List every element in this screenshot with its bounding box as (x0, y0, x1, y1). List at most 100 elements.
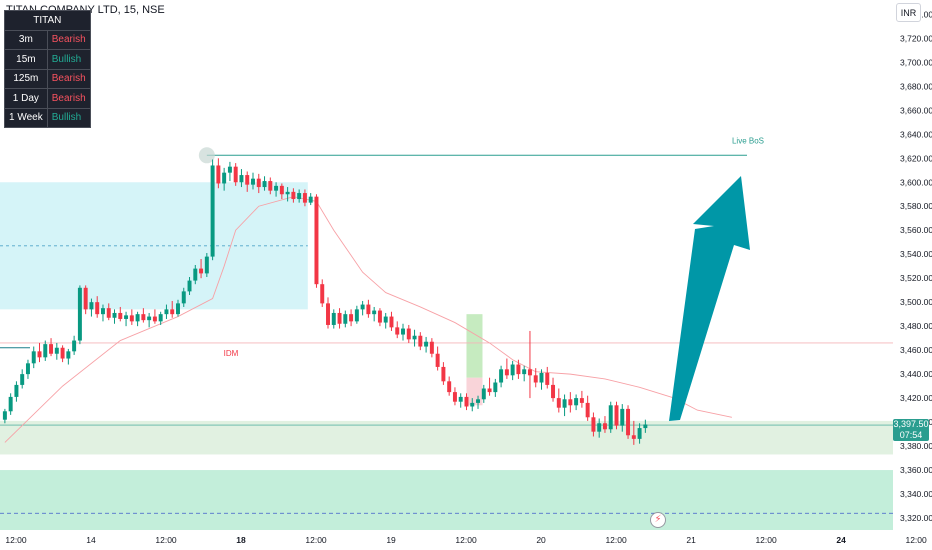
candle-body (222, 172, 227, 184)
candle (412, 329, 417, 347)
candle (401, 323, 405, 341)
mtf-timeframe: 3m (4, 29, 48, 50)
candle (447, 376, 452, 396)
candle-body (585, 402, 590, 418)
y-tick-label: 3,360.00 (900, 465, 932, 475)
y-tick-label: 3,700.00 (900, 57, 932, 67)
x-tick-label: 12:00 (455, 535, 477, 545)
candle (527, 330, 532, 399)
candle-body (631, 435, 636, 439)
idm-label: IDM (224, 349, 239, 358)
candle-body (60, 347, 65, 359)
y-tick-label: 3,600.00 (900, 177, 932, 187)
candle-body (389, 316, 394, 328)
candle (193, 265, 198, 285)
y-tick-label: 3,460.00 (900, 345, 932, 355)
candle-body (314, 196, 319, 285)
y-tick-label: 3,580.00 (900, 201, 932, 211)
candle-body (291, 191, 296, 200)
candle-body (360, 304, 365, 310)
swing-high-marker (198, 147, 215, 164)
candle (25, 359, 30, 379)
last-price-value: 3,397.50 (893, 419, 929, 429)
candle-body (227, 166, 232, 173)
candle (320, 279, 325, 307)
candle (608, 401, 613, 433)
candle-body (302, 193, 307, 203)
candle-body (643, 424, 648, 429)
candle (210, 159, 215, 261)
candle-body (568, 399, 573, 406)
candle (251, 172, 255, 190)
candle (147, 312, 152, 328)
candle (383, 312, 388, 329)
candle (643, 419, 648, 433)
candle (533, 368, 538, 388)
candle (308, 193, 313, 206)
y-tick-label: 3,320.00 (900, 513, 932, 523)
candle-body (620, 408, 625, 426)
candle-body (170, 309, 175, 315)
candle (60, 345, 65, 363)
candle-body (487, 388, 492, 393)
candle (256, 173, 261, 194)
candle-body (233, 166, 238, 183)
y-tick-label: 3,340.00 (900, 489, 932, 499)
mtf-row: 1 Day Bearish (4, 88, 91, 109)
candle (545, 366, 550, 389)
candle-body (637, 428, 642, 439)
candle-body (331, 312, 336, 325)
candle (262, 176, 267, 191)
candle-body (597, 423, 602, 432)
candle (152, 309, 157, 324)
x-tick-label: 12:00 (155, 535, 177, 545)
currency-button[interactable]: INR (896, 3, 921, 22)
moving-average-line (4, 196, 732, 443)
mtf-row: 1 Week Bullish (4, 107, 91, 128)
candle-body (106, 308, 111, 318)
y-tick-label: 3,380.00 (900, 441, 932, 451)
candle-body (326, 303, 330, 325)
candle-body (268, 181, 273, 191)
x-tick-label: 14 (86, 535, 96, 545)
candle-body (412, 335, 417, 340)
candle (337, 308, 342, 329)
candle (100, 304, 105, 322)
y-tick-label: 3,680.00 (900, 81, 932, 91)
candle-body (20, 374, 25, 385)
mtf-table-title: TITAN (4, 10, 91, 31)
candle-body (320, 284, 325, 304)
x-tick-label: 18 (236, 535, 246, 545)
candle-body (199, 268, 204, 274)
x-tick-label: 20 (536, 535, 546, 545)
candle (297, 189, 302, 203)
candle-body (516, 364, 521, 375)
candle (366, 299, 371, 318)
y-tick-label: 3,720.00 (900, 33, 932, 43)
x-tick-label: 21 (686, 535, 696, 545)
candle-body (626, 408, 631, 436)
y-tick-label: 3,640.00 (900, 129, 932, 139)
candle-body (141, 314, 146, 321)
candle (591, 412, 596, 437)
mtf-row: 15m Bullish (4, 49, 91, 70)
candle-body (77, 287, 82, 341)
candle-body (418, 335, 423, 347)
projection-arrow (669, 176, 750, 421)
last-price-badge: 3,397.50 07:54 (893, 419, 929, 441)
candle (504, 358, 509, 379)
candle (268, 177, 273, 195)
candle (377, 308, 382, 327)
candle-body (591, 417, 596, 432)
candle-body (279, 185, 284, 195)
candle (20, 369, 25, 389)
candle-body (602, 423, 607, 430)
mtf-timeframe: 1 Week (4, 107, 48, 128)
lightning-icon[interactable]: ⚡ (650, 512, 666, 528)
candle-body (204, 256, 209, 274)
demand-zone (0, 420, 893, 455)
candle-body (239, 175, 244, 183)
mtf-bias-table: TITAN 3m Bearish 15m Bullish 125m Bearish 1… (4, 10, 91, 128)
candle-body (176, 303, 180, 315)
